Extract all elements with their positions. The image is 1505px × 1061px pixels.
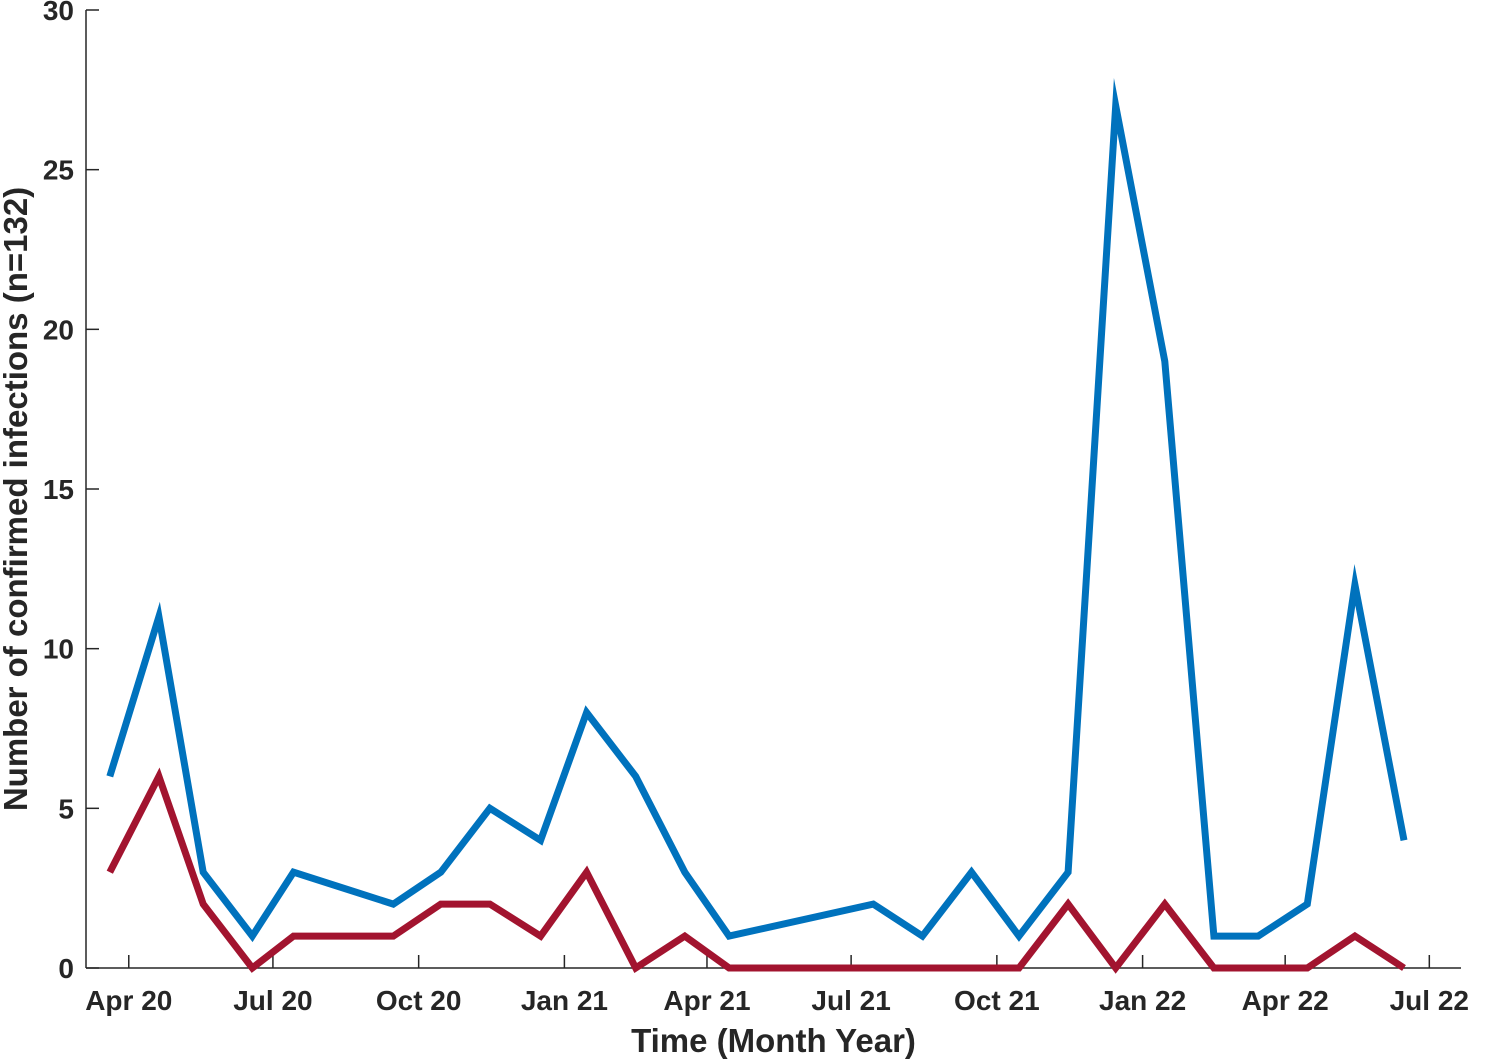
x-tick-label: Jan 21 [521, 985, 608, 1016]
x-tick-label: Jul 22 [1390, 985, 1469, 1016]
x-tick-label: Jul 20 [233, 985, 312, 1016]
x-tick-label: Apr 20 [85, 985, 172, 1016]
x-tick-label: Jul 21 [811, 985, 890, 1016]
y-tick-label: 30 [43, 0, 74, 26]
x-tick-label: Apr 22 [1242, 985, 1329, 1016]
series-layer [106, 77, 1408, 974]
series-line-1 [106, 77, 1408, 943]
y-ticks: 0 5 10 15 20 25 30 [43, 0, 99, 984]
x-tick-label: Oct 20 [376, 985, 462, 1016]
x-tick-label: Jan 22 [1099, 985, 1186, 1016]
y-tick-label: 5 [58, 793, 74, 824]
y-tick-label: 15 [43, 474, 74, 505]
x-axis-title: Time (Month Year) [631, 1022, 916, 1059]
series-line-2 [106, 767, 1406, 974]
x-ticks: Apr 20 Jul 20 Oct 20 Jan 21 Apr 21 Jul 21 Oct … [85, 955, 1469, 1016]
y-axis-title: Number of confirmed infections (n=132) [0, 187, 34, 811]
axes [85, 10, 1461, 969]
x-tick-label: Apr 21 [663, 985, 750, 1016]
x-tick-label: Oct 21 [954, 985, 1040, 1016]
y-tick-label: 10 [43, 634, 74, 665]
y-tick-label: 20 [43, 314, 74, 345]
y-tick-label: 0 [58, 953, 74, 984]
y-tick-label: 25 [43, 155, 74, 186]
